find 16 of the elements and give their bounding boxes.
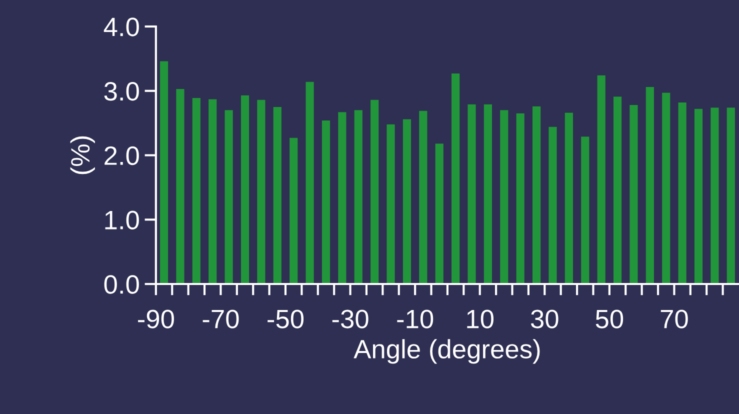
x-tick-label: -90 xyxy=(138,310,174,328)
x-tick-label: 50 xyxy=(596,310,624,328)
y-tick-label: 2.0 xyxy=(104,146,139,166)
y-tick-label: 4.0 xyxy=(104,18,139,36)
x-tick-label: -10 xyxy=(397,310,434,328)
x-axis-title: Angle (degrees) xyxy=(354,339,540,364)
x-tick-label: -50 xyxy=(268,310,304,328)
x-tick-label: -70 xyxy=(202,310,239,328)
y-axis-title: (%) xyxy=(70,136,95,174)
x-tick-label: -30 xyxy=(332,310,368,328)
x-tick-label: 10 xyxy=(467,310,494,328)
x-tick-label: 30 xyxy=(530,310,558,328)
y-tick-label: 0.0 xyxy=(104,275,139,294)
x-tick-label: 70 xyxy=(660,310,688,328)
y-tick-label: 1.0 xyxy=(105,210,139,230)
y-tick-label: 3.0 xyxy=(104,82,139,101)
